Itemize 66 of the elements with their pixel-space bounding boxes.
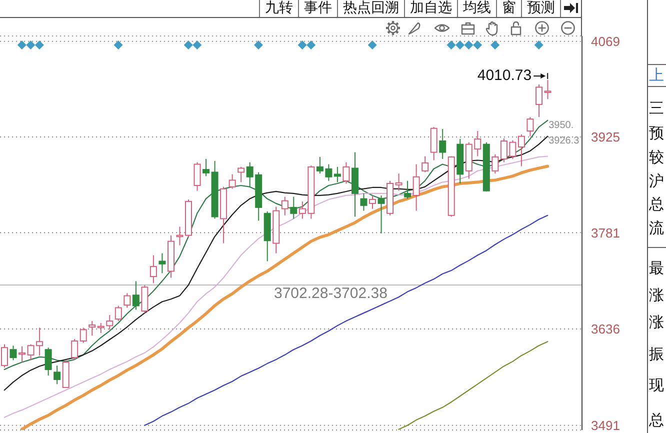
candlestick <box>412 164 420 212</box>
text: 流 <box>649 219 664 237</box>
candlestick <box>202 158 210 177</box>
candlestick <box>360 192 368 212</box>
candlestick <box>378 194 385 234</box>
text: 上 <box>649 66 664 84</box>
text: 最 <box>649 259 664 277</box>
candlestick <box>80 327 87 344</box>
text: 总 <box>649 195 664 213</box>
line-series <box>398 341 548 430</box>
candlestick <box>395 173 402 192</box>
y-tick-label: 3781 <box>591 225 620 240</box>
text: 均线 <box>457 0 496 17</box>
candlestick <box>150 254 157 284</box>
text: 现 <box>649 376 664 394</box>
text: 总 <box>649 411 664 429</box>
candlestick <box>97 322 104 334</box>
candlestick <box>290 196 298 220</box>
annotation: 3950. <box>548 120 574 131</box>
annotation: 4010.73 <box>477 67 532 84</box>
y-tick-label: 4069 <box>591 34 620 49</box>
candlestick <box>54 365 61 385</box>
candlestick <box>10 345 17 361</box>
candlestick <box>439 128 446 160</box>
y-tick-label: 3491 <box>591 418 620 433</box>
candlestick <box>176 226 184 246</box>
candlestick <box>430 126 438 161</box>
candlestick <box>88 320 96 336</box>
candlestick <box>228 174 236 190</box>
candlestick <box>238 166 245 183</box>
text: 九转 <box>259 0 298 17</box>
text: 加自选 <box>404 0 457 17</box>
candlestick <box>18 346 26 363</box>
candlestick <box>422 156 429 173</box>
candlestick <box>158 252 166 274</box>
ref-line-label: 3702.28-3702.38 <box>274 284 388 302</box>
text: 振 <box>649 345 664 363</box>
candlestick <box>44 347 52 376</box>
candlestick <box>194 162 201 192</box>
candlestick <box>342 162 350 184</box>
candlestick <box>281 196 288 216</box>
text: 预测 <box>521 0 560 17</box>
candlestick <box>71 338 78 360</box>
candlestick <box>114 305 122 322</box>
text: 三 <box>649 99 664 117</box>
line-series <box>144 214 548 426</box>
candlestick <box>106 314 114 330</box>
candlestick <box>492 154 499 174</box>
text: 涨 <box>649 286 664 304</box>
candlestick <box>526 116 534 137</box>
candlestick <box>132 280 140 310</box>
text: 较 <box>649 148 664 166</box>
candlestick <box>518 134 525 167</box>
text: 沪 <box>649 172 664 190</box>
text: 事件 <box>298 0 337 17</box>
candlestick <box>124 292 131 308</box>
text: 窗 <box>496 0 521 17</box>
candlestick <box>334 166 341 183</box>
text: 涨 <box>649 313 664 331</box>
candlestick <box>404 180 412 200</box>
candlestick <box>141 284 148 314</box>
y-tick-label: 3925 <box>591 130 620 145</box>
text: 热点回溯 <box>337 0 404 17</box>
text: 预 <box>649 124 664 142</box>
y-tick-label: 3636 <box>591 322 620 337</box>
candlestick <box>369 194 376 210</box>
